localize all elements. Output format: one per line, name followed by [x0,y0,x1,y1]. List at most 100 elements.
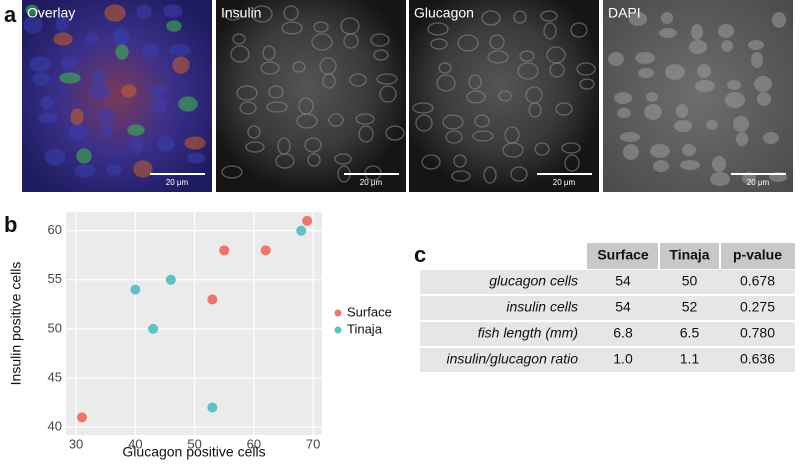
texture [757,92,771,106]
texture [614,92,632,104]
texture [370,33,390,47]
texture [281,21,303,35]
texture [127,124,145,136]
texture [555,102,573,116]
x-tick-label: 60 [247,436,261,451]
row-bg [420,270,795,294]
texture [268,85,284,99]
texture [169,44,191,56]
legend-label: Surface [347,304,392,319]
texture [251,5,273,23]
texture [172,56,190,74]
y-tick-label: 55 [48,271,62,286]
texture [725,92,745,108]
texture [445,130,463,144]
cell: 1.1 [680,351,700,367]
texture [620,132,640,142]
texture [349,73,367,87]
point [148,323,159,334]
texture [438,62,452,74]
texture [659,28,677,38]
texture [133,160,153,178]
row-header: glucagon cells [489,273,578,289]
texture [262,45,276,61]
texture [736,132,748,146]
panel-letter: c [414,242,426,267]
texture [70,108,84,126]
texture [682,144,696,156]
texture [519,50,535,62]
texture [543,22,557,40]
texture [635,52,655,64]
texture [44,148,66,166]
texture [100,124,114,138]
texture [266,101,288,113]
texture [38,112,58,124]
texture [472,130,494,142]
point [302,215,313,226]
texture [608,52,624,66]
texture [754,76,772,92]
texture [275,153,295,169]
texture [59,72,81,84]
cell: 52 [682,299,698,315]
texture [29,56,51,72]
texture [85,32,99,44]
texture [23,16,43,34]
texture [457,34,479,52]
texture [576,62,596,76]
column-header: p-value [733,247,782,263]
x-axis-title: Glucagon positive cells [122,444,265,460]
point [296,225,307,236]
texture [91,68,107,86]
texture [55,16,69,32]
texture [510,166,528,182]
texture [661,12,673,24]
texture [691,24,703,40]
texture [481,10,501,26]
texture [89,84,111,100]
texture [247,125,261,139]
texture [695,80,715,92]
texture [130,136,144,154]
texture [311,33,333,51]
texture [178,96,198,112]
texture [421,154,441,170]
texture [540,10,558,22]
column-header: Tinaja [669,247,709,263]
point [219,245,230,256]
texture [451,170,471,182]
x-tick-label: 70 [306,436,320,451]
cell: 0.678 [740,273,775,289]
cell: 6.8 [613,325,633,341]
texture [674,120,692,132]
texture [32,72,50,86]
texture [412,102,434,114]
x-tick-label: 40 [128,436,142,451]
texture [104,4,126,22]
texture [343,33,359,49]
texture [142,44,160,58]
panel-letter: a [4,2,17,27]
point [165,274,176,285]
texture [97,108,115,124]
panel-letter: b [4,212,17,237]
texture [676,104,688,118]
texture [313,21,329,33]
row-bg [420,322,795,346]
texture [561,142,581,154]
texture [236,85,258,101]
texture [629,12,647,26]
row-bg [420,296,795,320]
texture [239,101,257,115]
texture [40,96,54,110]
texture [415,114,433,132]
table-header-bg [587,243,795,269]
texture [436,74,456,92]
texture [638,68,654,78]
texture [224,9,242,21]
point [207,294,218,305]
texture [304,137,322,153]
texture [650,144,670,158]
texture [617,108,631,118]
